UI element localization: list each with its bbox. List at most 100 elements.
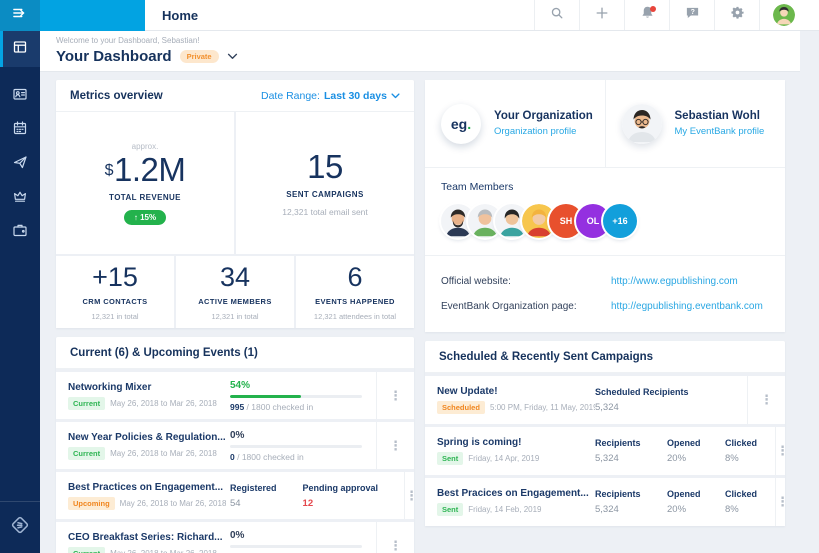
revenue-delta-badge: ↑ 15%	[123, 209, 167, 225]
campaign-row-menu-button[interactable]: ⋮	[775, 478, 789, 526]
organization-profile-link[interactable]: Organization profile	[494, 126, 577, 137]
crm-contacts-label: CRM CONTACTS	[82, 296, 148, 306]
date-range-value: Last 30 days	[323, 89, 387, 102]
official-website-link[interactable]: http://www.egpublishing.com	[611, 276, 738, 287]
event-row-menu-button[interactable]: ⋮	[376, 422, 414, 469]
campaign-date: Friday, 14 Apr, 2019	[468, 454, 540, 463]
organization-logo: eg.	[441, 103, 481, 144]
progress-bar	[230, 544, 362, 548]
recipients-column: Recipients 5,324	[595, 489, 641, 515]
sidebar-item-dashboard[interactable]	[0, 31, 40, 67]
gear-icon	[730, 5, 745, 25]
event-date: May 26, 2018 to Mar 26, 2018	[110, 548, 217, 553]
brand-logo-block	[40, 0, 145, 31]
metrics-card-title: Metrics overview	[70, 89, 163, 102]
info-row: Official website: http://www.egpublishin…	[441, 269, 769, 294]
organization-page-link[interactable]: http://egpublishing.eventbank.com	[611, 301, 763, 312]
event-status-badge: Upcoming	[68, 496, 115, 510]
campaign-name[interactable]: New Update!	[437, 386, 498, 397]
search-icon	[550, 6, 564, 25]
user-name: Sebastian Wohl	[674, 110, 760, 122]
create-button[interactable]	[579, 0, 624, 30]
bell-icon	[640, 5, 655, 25]
event-name[interactable]: Networking Mixer	[68, 381, 152, 393]
events-happened-sub: 12,321 attendees in total	[313, 311, 397, 321]
metric-active-members: 34 ACTIVE MEMBERS 12,321 in total	[176, 256, 294, 328]
team-member-avatar[interactable]	[441, 204, 475, 238]
campaign-name[interactable]: Spring is coming!	[437, 437, 522, 448]
crm-contacts-sub: 12,321 in total	[91, 311, 139, 321]
send-plane-icon	[12, 154, 28, 175]
info-row: EventBank Organization page: http://egpu…	[441, 294, 769, 319]
currency-symbol: $	[104, 161, 114, 179]
sidebar-item-campaigns[interactable]	[0, 147, 40, 181]
progress-bar	[230, 394, 362, 398]
sidebar-item-contacts[interactable]	[0, 79, 40, 113]
checkin-percent: 0%	[230, 529, 245, 541]
event-date: May 26, 2018 to Mar 26, 2018	[110, 448, 217, 458]
events-card-title: Current (6) & Upcoming Events (1)	[70, 346, 258, 359]
team-member-avatar[interactable]	[522, 204, 556, 238]
sidebar-footer[interactable]	[0, 501, 40, 553]
active-members-sub: 12,321 in total	[211, 311, 259, 321]
help-button[interactable]: ?	[669, 0, 714, 30]
event-name[interactable]: Best Practices on Engagement...	[68, 481, 224, 493]
campaign-row-menu-button[interactable]: ⋮	[775, 427, 789, 475]
scheduled-recipients-column: Scheduled Recipients 5,324	[595, 387, 689, 413]
sidebar-item-membership[interactable]	[0, 181, 40, 215]
tab-home[interactable]: Home	[162, 7, 199, 23]
search-button[interactable]	[534, 0, 579, 30]
team-members-section: Team Members	[425, 168, 785, 256]
official-website-label: Official website:	[441, 276, 511, 287]
progress-bar	[230, 444, 362, 448]
sidebar-nav	[0, 79, 40, 249]
main-area: Welcome to your Dashboard, Sebastian! Yo…	[40, 31, 819, 553]
campaign-row: New Update! Scheduled 5:00 PM, Friday, 1…	[425, 376, 785, 424]
user-profile-link[interactable]: My EventBank profile	[674, 126, 765, 137]
sent-campaigns-sub: 12,321 total email sent	[282, 206, 368, 217]
team-member-avatar[interactable]	[468, 204, 502, 238]
organization-profile: eg. Your Organization Organization profi…	[425, 80, 605, 167]
event-name[interactable]: CEO Breakfast Series: Richard...	[68, 531, 223, 543]
notifications-button[interactable]	[624, 0, 669, 30]
title-chevron-down-icon[interactable]	[227, 53, 238, 60]
event-name[interactable]: New Year Policies & Regulation...	[68, 431, 226, 443]
campaign-status-badge: Scheduled	[437, 401, 485, 414]
event-row-menu-button[interactable]: ⋮	[376, 372, 414, 419]
events-happened-label: EVENTS HAPPENED	[315, 296, 395, 306]
settings-button[interactable]	[714, 0, 759, 30]
metric-total-revenue: approx. $1.2M TOTAL REVENUE ↑ 15%	[56, 112, 234, 254]
event-date: May 26, 2018 to Mar 26, 2018	[110, 398, 217, 408]
sent-campaigns-label: SENT CAMPAIGNS	[286, 189, 364, 199]
metrics-overview-card: Metrics overview Date Range: Last 30 day…	[56, 80, 414, 328]
pending-approval-column: Pending approval 12	[302, 482, 379, 509]
organization-info-section: Official website: http://www.egpublishin…	[425, 256, 785, 332]
clicked-column: Clicked 8%	[725, 438, 758, 464]
date-range-selector[interactable]: Date Range: Last 30 days	[261, 90, 400, 102]
event-row-menu-button[interactable]: ⋮	[404, 472, 418, 519]
event-row-menu-button[interactable]: ⋮	[376, 522, 414, 553]
team-member-initials[interactable]: SH	[549, 204, 583, 238]
approx-label: approx.	[131, 141, 159, 151]
page-subheader: Welcome to your Dashboard, Sebastian! Yo…	[40, 31, 800, 72]
team-members-more-button[interactable]: +16	[603, 204, 637, 238]
checkin-count: 0 / 1800 checked in	[230, 552, 376, 553]
event-status-badge: Current	[68, 446, 106, 460]
clicked-column: Clicked 8%	[725, 489, 758, 515]
collapse-menu-button[interactable]	[0, 0, 40, 31]
profile-menu-button[interactable]	[759, 0, 807, 30]
sidebar-item-events[interactable]	[0, 113, 40, 147]
campaign-date: Friday, 14 Feb, 2019	[468, 505, 542, 514]
sidebar-item-finance[interactable]	[0, 215, 40, 249]
event-status-badge: Current	[68, 546, 106, 553]
organization-card: eg. Your Organization Organization profi…	[425, 80, 785, 332]
privacy-badge: Private	[179, 50, 219, 63]
checkin-count: 995 / 1800 checked in	[230, 401, 314, 412]
event-date: May 26, 2018 to Mar 26, 2018	[119, 498, 227, 508]
dashboard-icon	[12, 39, 28, 60]
team-member-avatar[interactable]	[495, 204, 529, 238]
campaign-name[interactable]: Best Pracices on Engagement...	[437, 488, 589, 499]
campaign-row-menu-button[interactable]: ⋮	[747, 376, 785, 424]
checkin-percent: 54%	[230, 379, 251, 391]
sebastian-avatar	[621, 103, 662, 144]
